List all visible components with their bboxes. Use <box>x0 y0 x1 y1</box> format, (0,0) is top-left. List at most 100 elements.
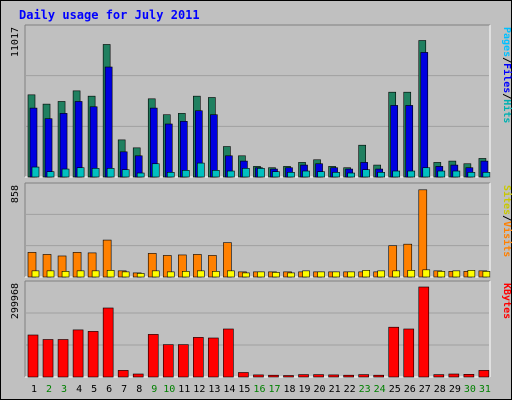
pages-bar <box>31 166 40 178</box>
kbytes-bar <box>223 328 234 378</box>
day-label-31: 31 <box>479 384 491 395</box>
kbytes-bar <box>87 331 99 378</box>
pages-bar <box>76 167 85 178</box>
kbytes-bar <box>147 334 159 378</box>
day-label-2: 2 <box>46 384 52 395</box>
day-label-30: 30 <box>464 384 476 395</box>
sites-bar <box>302 270 310 278</box>
day-label-27: 27 <box>419 384 431 395</box>
kbytes-bar <box>313 374 324 378</box>
chart-title: Daily usage for July 2011 <box>19 8 200 22</box>
panel-1-legend-part: Hits <box>501 99 512 123</box>
sites-bar <box>452 270 461 278</box>
day-label-8: 8 <box>136 384 142 395</box>
sites-bar <box>272 272 280 278</box>
pages-bar <box>136 172 145 178</box>
panel-2-legend-part: Sites <box>501 185 512 215</box>
pages-bar <box>197 162 205 178</box>
panel-2-legend-part: / <box>501 215 512 221</box>
kbytes-bar <box>433 374 445 378</box>
kbytes-bar <box>358 374 369 378</box>
pages-bar <box>317 171 325 178</box>
files-bar <box>164 123 173 178</box>
pages-bar <box>467 172 476 178</box>
day-label-12: 12 <box>193 384 205 395</box>
day-label-5: 5 <box>91 384 97 395</box>
pages-bar <box>242 168 250 178</box>
files-bar <box>390 105 399 178</box>
sites-bar <box>197 270 205 278</box>
kbytes-bar <box>403 328 415 378</box>
day-label-26: 26 <box>404 384 416 395</box>
pages-bar <box>106 168 115 178</box>
day-label-4: 4 <box>76 384 82 395</box>
sites-bar <box>287 272 295 278</box>
sites-bar <box>242 272 250 278</box>
pages-bar <box>46 171 55 178</box>
day-label-13: 13 <box>208 384 220 395</box>
kbytes-bar <box>57 339 69 378</box>
pages-bar <box>272 171 280 178</box>
panel-2-legend: Sites/Visits <box>501 185 512 257</box>
pages-bar <box>166 172 175 178</box>
sites-bar <box>467 270 476 278</box>
kbytes-bar <box>388 326 400 378</box>
kbytes-bar <box>42 339 54 378</box>
sites-bar <box>31 270 40 278</box>
panel-1-legend-part: / <box>501 93 512 99</box>
kbytes-bar <box>178 344 189 378</box>
sites-bar <box>136 273 145 278</box>
sites-bar <box>166 271 175 278</box>
kbytes-bar <box>132 373 144 378</box>
sites-bar <box>392 270 401 278</box>
pages-bar <box>302 170 310 178</box>
files-bar <box>74 101 83 178</box>
sites-bar <box>76 270 85 278</box>
files-bar <box>405 105 414 178</box>
visits-bar <box>418 189 428 278</box>
panel-1-legend: Pages/Files/Hits <box>501 27 512 123</box>
panel-2-legend-part: Visits <box>501 221 512 257</box>
day-label-10: 10 <box>163 384 175 395</box>
files-bar <box>420 52 429 178</box>
pages-bar <box>422 167 431 178</box>
pages-bar <box>407 170 416 178</box>
day-label-21: 21 <box>329 384 341 395</box>
day-label-1: 1 <box>31 384 37 395</box>
files-bar <box>210 114 218 178</box>
pages-bar <box>437 170 446 178</box>
day-label-9: 9 <box>151 384 157 395</box>
panel-1-legend-part: Pages <box>501 27 512 57</box>
pages-bar <box>482 172 491 178</box>
kbytes-bar <box>343 374 354 378</box>
kbytes-bar <box>448 373 460 378</box>
files-bar <box>59 113 68 178</box>
day-label-28: 28 <box>434 384 446 395</box>
kbytes-bar <box>238 372 249 378</box>
pages-bar <box>227 170 235 178</box>
sites-bar <box>482 271 491 278</box>
day-label-24: 24 <box>374 384 386 395</box>
kbytes-bar <box>283 375 294 378</box>
pages-bar <box>182 170 190 178</box>
kbytes-bar <box>102 307 114 378</box>
pages-bar <box>377 172 385 178</box>
sites-bar <box>46 270 55 278</box>
panel-1-ymax-label: 11017 <box>10 27 21 57</box>
sites-bar <box>407 270 416 278</box>
day-label-20: 20 <box>314 384 326 395</box>
sites-bar <box>106 270 115 278</box>
pages-bar <box>121 169 130 178</box>
kbytes-bar <box>162 344 174 378</box>
kbytes-bar <box>328 374 339 378</box>
panel-2-ymax-label: 858 <box>10 185 21 203</box>
kbytes-bar <box>193 337 204 378</box>
day-label-3: 3 <box>61 384 67 395</box>
sites-bar <box>437 271 446 278</box>
files-bar <box>29 107 38 178</box>
panel-3-legend: KBytes <box>501 283 512 319</box>
pages-bar <box>452 170 461 178</box>
day-label-7: 7 <box>121 384 127 395</box>
kbytes-bar <box>253 374 264 378</box>
